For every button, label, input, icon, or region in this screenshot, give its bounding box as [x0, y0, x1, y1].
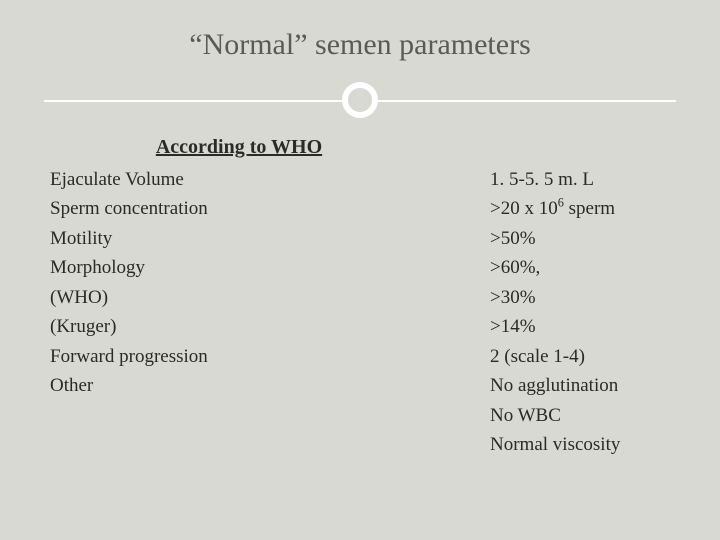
content-columns: Ejaculate VolumeSperm concentrationMotil…	[44, 165, 676, 459]
parameter-value: No WBC	[490, 401, 676, 430]
parameter-label: Forward progression	[50, 342, 490, 371]
parameter-value: 2 (scale 1-4)	[490, 342, 676, 371]
values-column: 1. 5-5. 5 m. L>20 x 106 sperm>50%>60%, >…	[490, 165, 676, 459]
parameter-label: Sperm concentration	[50, 194, 490, 223]
parameter-label: Ejaculate Volume	[50, 165, 490, 194]
parameter-label: (WHO)	[50, 283, 490, 312]
subheading: According to WHO	[44, 136, 434, 159]
parameter-label: Other	[50, 371, 490, 400]
parameter-value: 1. 5-5. 5 m. L	[490, 165, 676, 194]
slide: “Normal” semen parameters According to W…	[0, 0, 720, 540]
parameter-label: Morphology	[50, 253, 490, 282]
parameter-value: >30%	[490, 283, 676, 312]
parameter-label: (Kruger)	[50, 312, 490, 341]
parameter-value: >20 x 106 sperm	[490, 194, 676, 223]
parameter-value: Normal viscosity	[490, 430, 676, 459]
slide-title: “Normal” semen parameters	[44, 28, 676, 62]
parameter-value: No agglutination	[490, 371, 676, 400]
divider-ring-icon	[342, 82, 378, 118]
parameter-value: >14%	[490, 312, 676, 341]
parameter-label: Motility	[50, 224, 490, 253]
parameter-value: >60%,	[490, 253, 676, 282]
parameter-value: >50%	[490, 224, 676, 253]
parameters-column: Ejaculate VolumeSperm concentrationMotil…	[50, 165, 490, 459]
divider	[44, 82, 676, 118]
